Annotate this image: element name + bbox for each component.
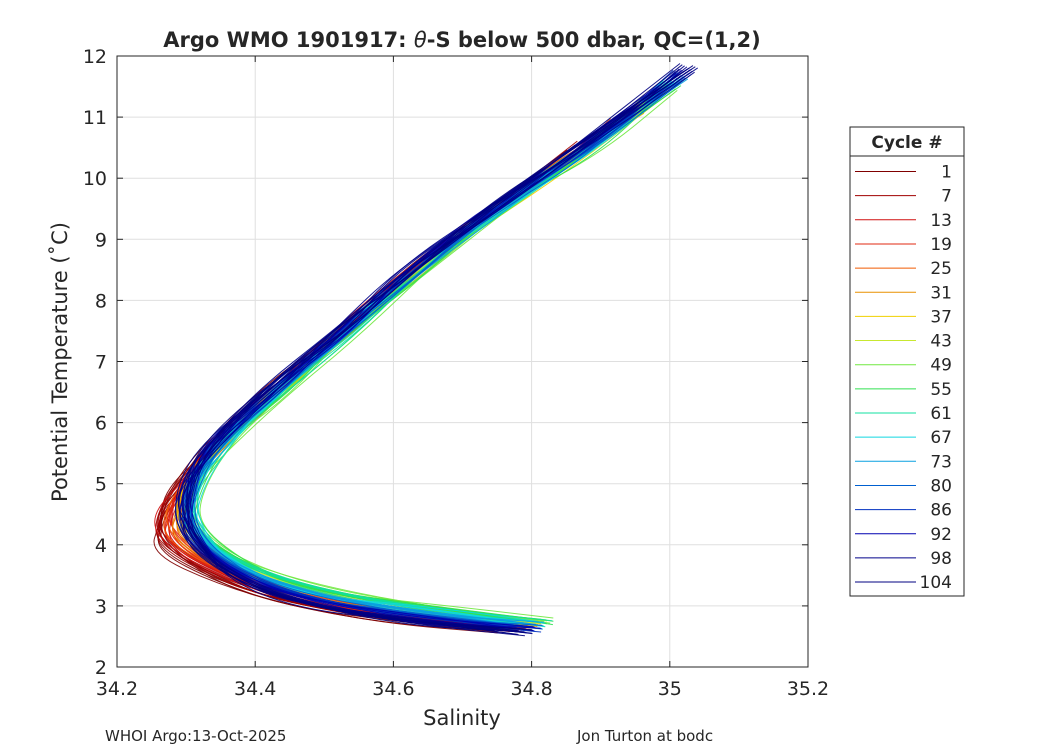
y-tick-label: 6 (95, 413, 107, 435)
profile-curve (187, 68, 688, 634)
chart-title: Argo WMO 1901917: θ-S below 500 dbar, QC… (163, 28, 760, 52)
y-tick-label: 9 (95, 229, 107, 251)
legend-label: 19 (930, 235, 952, 255)
y-tick-label: 5 (95, 474, 107, 496)
x-tick-label: 34.6 (372, 678, 414, 700)
legend-label: 37 (930, 307, 952, 327)
legend-box (849, 126, 965, 597)
legend-title: Cycle # (871, 133, 942, 153)
legend-label: 98 (930, 549, 952, 569)
y-axis-label: Potential Temperature (˚C) (48, 222, 72, 502)
legend-label: 104 (920, 573, 952, 593)
legend-label: 13 (930, 211, 952, 231)
profile-curve (182, 63, 681, 633)
legend-label: 31 (930, 283, 952, 303)
y-tick-label: 10 (83, 168, 107, 190)
y-tick-label: 8 (95, 290, 107, 312)
y-tick-label: 11 (83, 107, 107, 129)
legend-label: 73 (930, 452, 952, 472)
legend-label: 61 (930, 404, 952, 424)
y-tick-label: 4 (95, 535, 107, 557)
legend-label: 92 (930, 525, 952, 545)
legend-label: 1 (941, 163, 952, 183)
legend-label: 67 (930, 428, 952, 448)
x-tick-label: 34.2 (96, 678, 138, 700)
axis-ticks: 34.2 34.4 34.6 34.8 35 35.2 2 3 4 5 6 7 8 9 10 11 12 (83, 46, 829, 700)
legend-label: 86 (930, 501, 952, 521)
profile-curve (175, 64, 683, 637)
data-curves (153, 63, 698, 637)
y-tick-label: 2 (95, 657, 107, 679)
x-tick-label: 35 (658, 678, 682, 700)
legend-label: 80 (930, 476, 952, 496)
footer-right: Jon Turton at bodc (576, 727, 713, 745)
y-tick-label: 3 (95, 596, 107, 618)
legend-label: 55 (930, 380, 952, 400)
profile-curve (190, 76, 684, 632)
footer-left: WHOI Argo:13-Oct-2025 (105, 727, 286, 745)
profile-curve (187, 65, 694, 631)
legend-label: 7 (941, 187, 952, 207)
x-tick-label: 34.8 (510, 678, 552, 700)
legend: Cycle # 1 7 13 19 25 31 37 43 49 55 61 67 73 80 86 92 98… (849, 126, 965, 597)
x-tick-label: 35.2 (787, 678, 829, 700)
legend-label: 25 (930, 259, 952, 279)
y-tick-label: 12 (83, 46, 107, 68)
legend-entries: 1 7 13 19 25 31 37 43 49 55 61 67 73 80 86 92 98 104 (855, 163, 952, 593)
x-tick-label: 34.4 (234, 678, 276, 700)
x-axis-label: Salinity (423, 706, 501, 730)
y-tick-label: 7 (95, 352, 107, 374)
legend-label: 49 (930, 356, 952, 376)
legend-label: 43 (930, 332, 952, 352)
